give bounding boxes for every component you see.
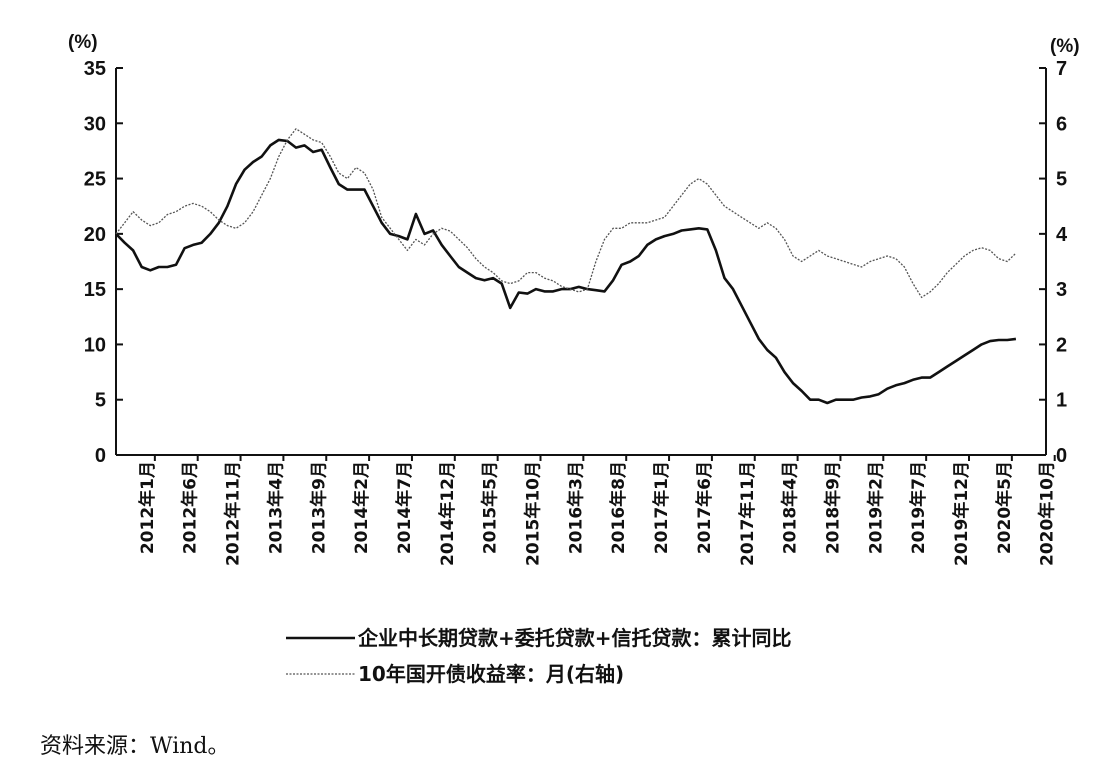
series-layer xyxy=(115,128,1017,405)
x-tick-label: 2019年7月 xyxy=(908,461,929,554)
loan-growth-line xyxy=(115,138,1017,405)
x-tick-label: 2017年6月 xyxy=(694,461,715,554)
legend: 企业中长期贷款+委托贷款+信托贷款：累计同比 10年国开债收益率：月(右轴) xyxy=(286,626,792,686)
left-tick-label: 0 xyxy=(95,445,106,467)
x-tick-label: 2019年2月 xyxy=(865,461,886,554)
x-tick-label: 2012年1月 xyxy=(137,461,158,554)
right-tick-label: 6 xyxy=(1056,113,1067,135)
right-tick-label: 0 xyxy=(1056,445,1067,467)
x-tick-label: 2015年10月 xyxy=(523,461,544,566)
left-tick-label: 30 xyxy=(84,113,106,135)
left-tick-label: 35 xyxy=(84,58,106,80)
dual-axis-line-chart: (%) (%) 0 5 10 15 20 25 30 35 0 1 2 3 4 5 6 7 2012年1月 2012年… xyxy=(68,32,1080,686)
chart-axes: (%) (%) 0 5 10 15 20 25 30 35 0 1 2 3 4 5 6 7 2012年1月 2012年… xyxy=(68,32,1080,566)
x-tick-label: 2014年12月 xyxy=(437,461,458,566)
left-tick-label: 10 xyxy=(84,334,106,356)
legend-label: 企业中长期贷款+委托贷款+信托贷款：累计同比 xyxy=(357,626,792,650)
x-tick-label: 2018年4月 xyxy=(780,461,801,554)
left-tick-label: 5 xyxy=(95,390,106,412)
left-tick-label: 15 xyxy=(84,279,106,301)
x-tick-label: 2017年1月 xyxy=(651,461,672,554)
right-tick-label: 1 xyxy=(1056,390,1067,412)
x-tick-label: 2020年10月 xyxy=(1037,461,1058,566)
left-tick-label: 20 xyxy=(84,224,106,246)
x-tick-label: 2017年11月 xyxy=(737,461,758,566)
x-tick-label: 2016年8月 xyxy=(608,461,629,554)
x-tick-label: 2012年6月 xyxy=(180,461,201,554)
source-note: 资料来源：Wind。 xyxy=(40,734,230,759)
right-tick-label: 3 xyxy=(1056,279,1067,301)
legend-label: 10年国开债收益率：月(右轴) xyxy=(358,662,624,686)
x-tick-label: 2013年9月 xyxy=(308,461,329,554)
right-tick-label: 2 xyxy=(1056,334,1067,356)
left-tick-label: 25 xyxy=(84,169,106,191)
right-tick-label: 5 xyxy=(1056,169,1067,191)
right-tick-label: 4 xyxy=(1056,224,1068,246)
x-tick-label: 2019年12月 xyxy=(951,461,972,566)
x-tick-label: 2014年7月 xyxy=(394,461,415,554)
x-tick-label: 2015年5月 xyxy=(480,461,501,554)
left-axis-unit: (%) xyxy=(68,32,98,53)
x-tick-label: 2018年9月 xyxy=(822,461,843,554)
right-tick-label: 7 xyxy=(1056,58,1067,80)
cdb-10y-yield-line xyxy=(115,128,1017,299)
x-tick-label: 2016年3月 xyxy=(565,461,586,554)
x-tick-label: 2012年11月 xyxy=(223,461,244,566)
x-tick-label: 2014年2月 xyxy=(351,461,372,554)
x-tick-label: 2013年4月 xyxy=(265,461,286,554)
x-tick-label: 2020年5月 xyxy=(994,461,1015,554)
right-axis-unit: (%) xyxy=(1050,36,1080,57)
